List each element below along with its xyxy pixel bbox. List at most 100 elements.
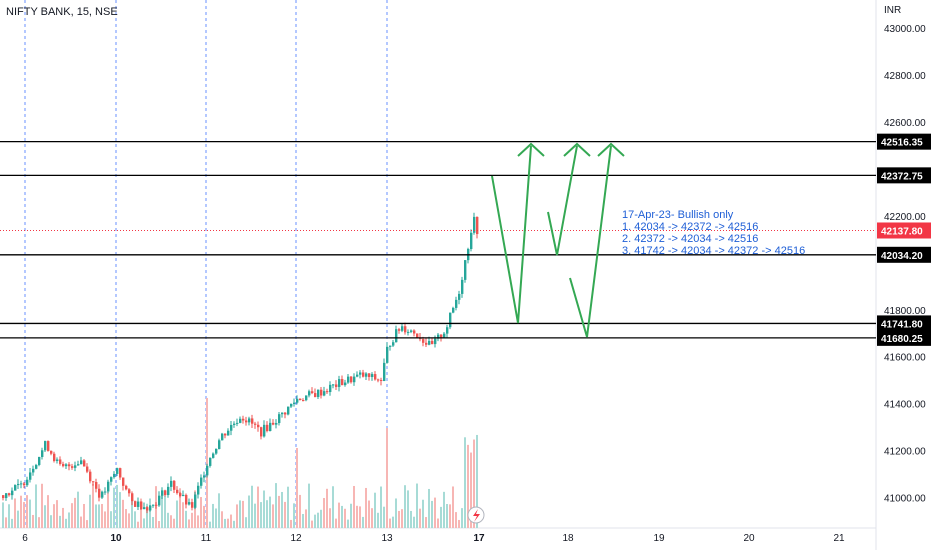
volume-bar bbox=[107, 492, 109, 528]
volume-bar bbox=[293, 503, 295, 528]
volume-bar bbox=[14, 498, 16, 528]
volume-bar bbox=[20, 495, 22, 528]
candle-body bbox=[35, 464, 38, 469]
volume-bar bbox=[83, 503, 85, 528]
price-tick-label: 41000.00 bbox=[884, 493, 926, 504]
candle-body bbox=[140, 501, 143, 510]
candle-body bbox=[416, 333, 419, 338]
volume-bar bbox=[32, 514, 34, 528]
volume-bar bbox=[101, 503, 103, 528]
level-price-label: 42516.35 bbox=[881, 138, 923, 149]
volume-bar bbox=[74, 497, 76, 528]
volume-bar bbox=[248, 495, 250, 528]
annotation-line: 3. 41742 -> 42034 -> 42372 -> 42516 bbox=[622, 245, 805, 257]
candle-body bbox=[17, 483, 20, 486]
volume-bar bbox=[47, 495, 49, 528]
volume-bar bbox=[350, 503, 352, 528]
volume-bar bbox=[359, 506, 361, 528]
candle-body bbox=[11, 490, 14, 496]
volume-bar bbox=[470, 452, 472, 528]
volume-bar bbox=[68, 512, 70, 528]
volume-bar bbox=[242, 500, 244, 528]
volume-bar bbox=[401, 509, 403, 528]
last-price-tag bbox=[877, 222, 931, 239]
candle-body bbox=[23, 483, 26, 486]
volume-bar bbox=[158, 521, 160, 528]
candle-body bbox=[224, 433, 227, 436]
candle-body bbox=[407, 331, 410, 333]
candle-body bbox=[239, 418, 242, 423]
volume-bar bbox=[125, 509, 127, 528]
candle-body bbox=[326, 391, 329, 393]
volume-bar bbox=[185, 510, 187, 528]
volume-bar bbox=[89, 494, 91, 528]
volume-bar bbox=[305, 509, 307, 528]
candle-body bbox=[455, 299, 458, 308]
candle-body bbox=[89, 471, 92, 482]
candle-body bbox=[113, 473, 116, 478]
volume-bar bbox=[86, 520, 88, 528]
candle-body bbox=[440, 334, 443, 338]
volume-bar bbox=[38, 517, 40, 528]
candle-body bbox=[368, 373, 371, 378]
candle-body bbox=[473, 216, 476, 233]
candle-body bbox=[44, 441, 47, 451]
candle-body bbox=[434, 338, 437, 345]
candle-body bbox=[383, 362, 386, 382]
candle-body bbox=[323, 391, 326, 396]
candle-body bbox=[236, 422, 239, 424]
volume-bar bbox=[347, 519, 349, 528]
price-tick-label: 42800.00 bbox=[884, 71, 926, 82]
volume-bar bbox=[314, 514, 316, 528]
annotation-line: 1. 42034 -> 42372 -> 42516 bbox=[622, 221, 758, 233]
volume-bar bbox=[200, 497, 202, 528]
volume-bar bbox=[203, 505, 205, 528]
volume-bar bbox=[71, 503, 73, 528]
candle-body bbox=[164, 490, 167, 496]
price-axis-panel[interactable] bbox=[876, 0, 932, 550]
volume-bar bbox=[398, 510, 400, 528]
candle-body bbox=[344, 382, 347, 386]
candle-body bbox=[362, 372, 365, 377]
candle-body bbox=[449, 312, 452, 328]
volume-bar bbox=[446, 504, 448, 528]
candle-body bbox=[395, 329, 398, 343]
candle-body bbox=[452, 307, 455, 313]
volume-bar bbox=[221, 511, 223, 528]
candle-body bbox=[269, 422, 272, 432]
candle-body bbox=[104, 491, 107, 493]
candle-body bbox=[263, 424, 266, 437]
candle-body bbox=[275, 423, 278, 425]
candle-body bbox=[170, 480, 173, 487]
last-price-label: 42137.80 bbox=[881, 226, 923, 237]
volume-bar bbox=[113, 487, 115, 528]
projection-path[interactable] bbox=[491, 145, 532, 324]
currency-label: INR bbox=[884, 5, 902, 16]
candle-body bbox=[29, 472, 32, 480]
price-tick-label: 42600.00 bbox=[884, 118, 926, 129]
volume-bar bbox=[2, 502, 4, 528]
candle-body bbox=[131, 493, 134, 502]
projection-path[interactable] bbox=[569, 145, 612, 338]
lightning-icon bbox=[473, 509, 480, 522]
candle-body bbox=[365, 373, 368, 377]
candle-body bbox=[53, 453, 56, 462]
candle-body bbox=[152, 504, 155, 506]
volume-bar bbox=[443, 491, 445, 528]
candle-body bbox=[62, 463, 65, 467]
time-tick-label: 10 bbox=[110, 533, 122, 544]
candle-body bbox=[47, 441, 50, 451]
arrow-head bbox=[563, 142, 591, 157]
candle-body bbox=[71, 466, 74, 468]
candle-body bbox=[272, 422, 275, 425]
candle-body bbox=[302, 399, 305, 401]
candle-body bbox=[356, 374, 359, 377]
volume-bar bbox=[17, 510, 19, 528]
candle-body bbox=[371, 374, 374, 378]
volume-bar bbox=[422, 499, 424, 528]
volume-bar bbox=[332, 486, 334, 528]
projection-path[interactable] bbox=[547, 145, 578, 256]
volume-bar bbox=[131, 494, 133, 528]
